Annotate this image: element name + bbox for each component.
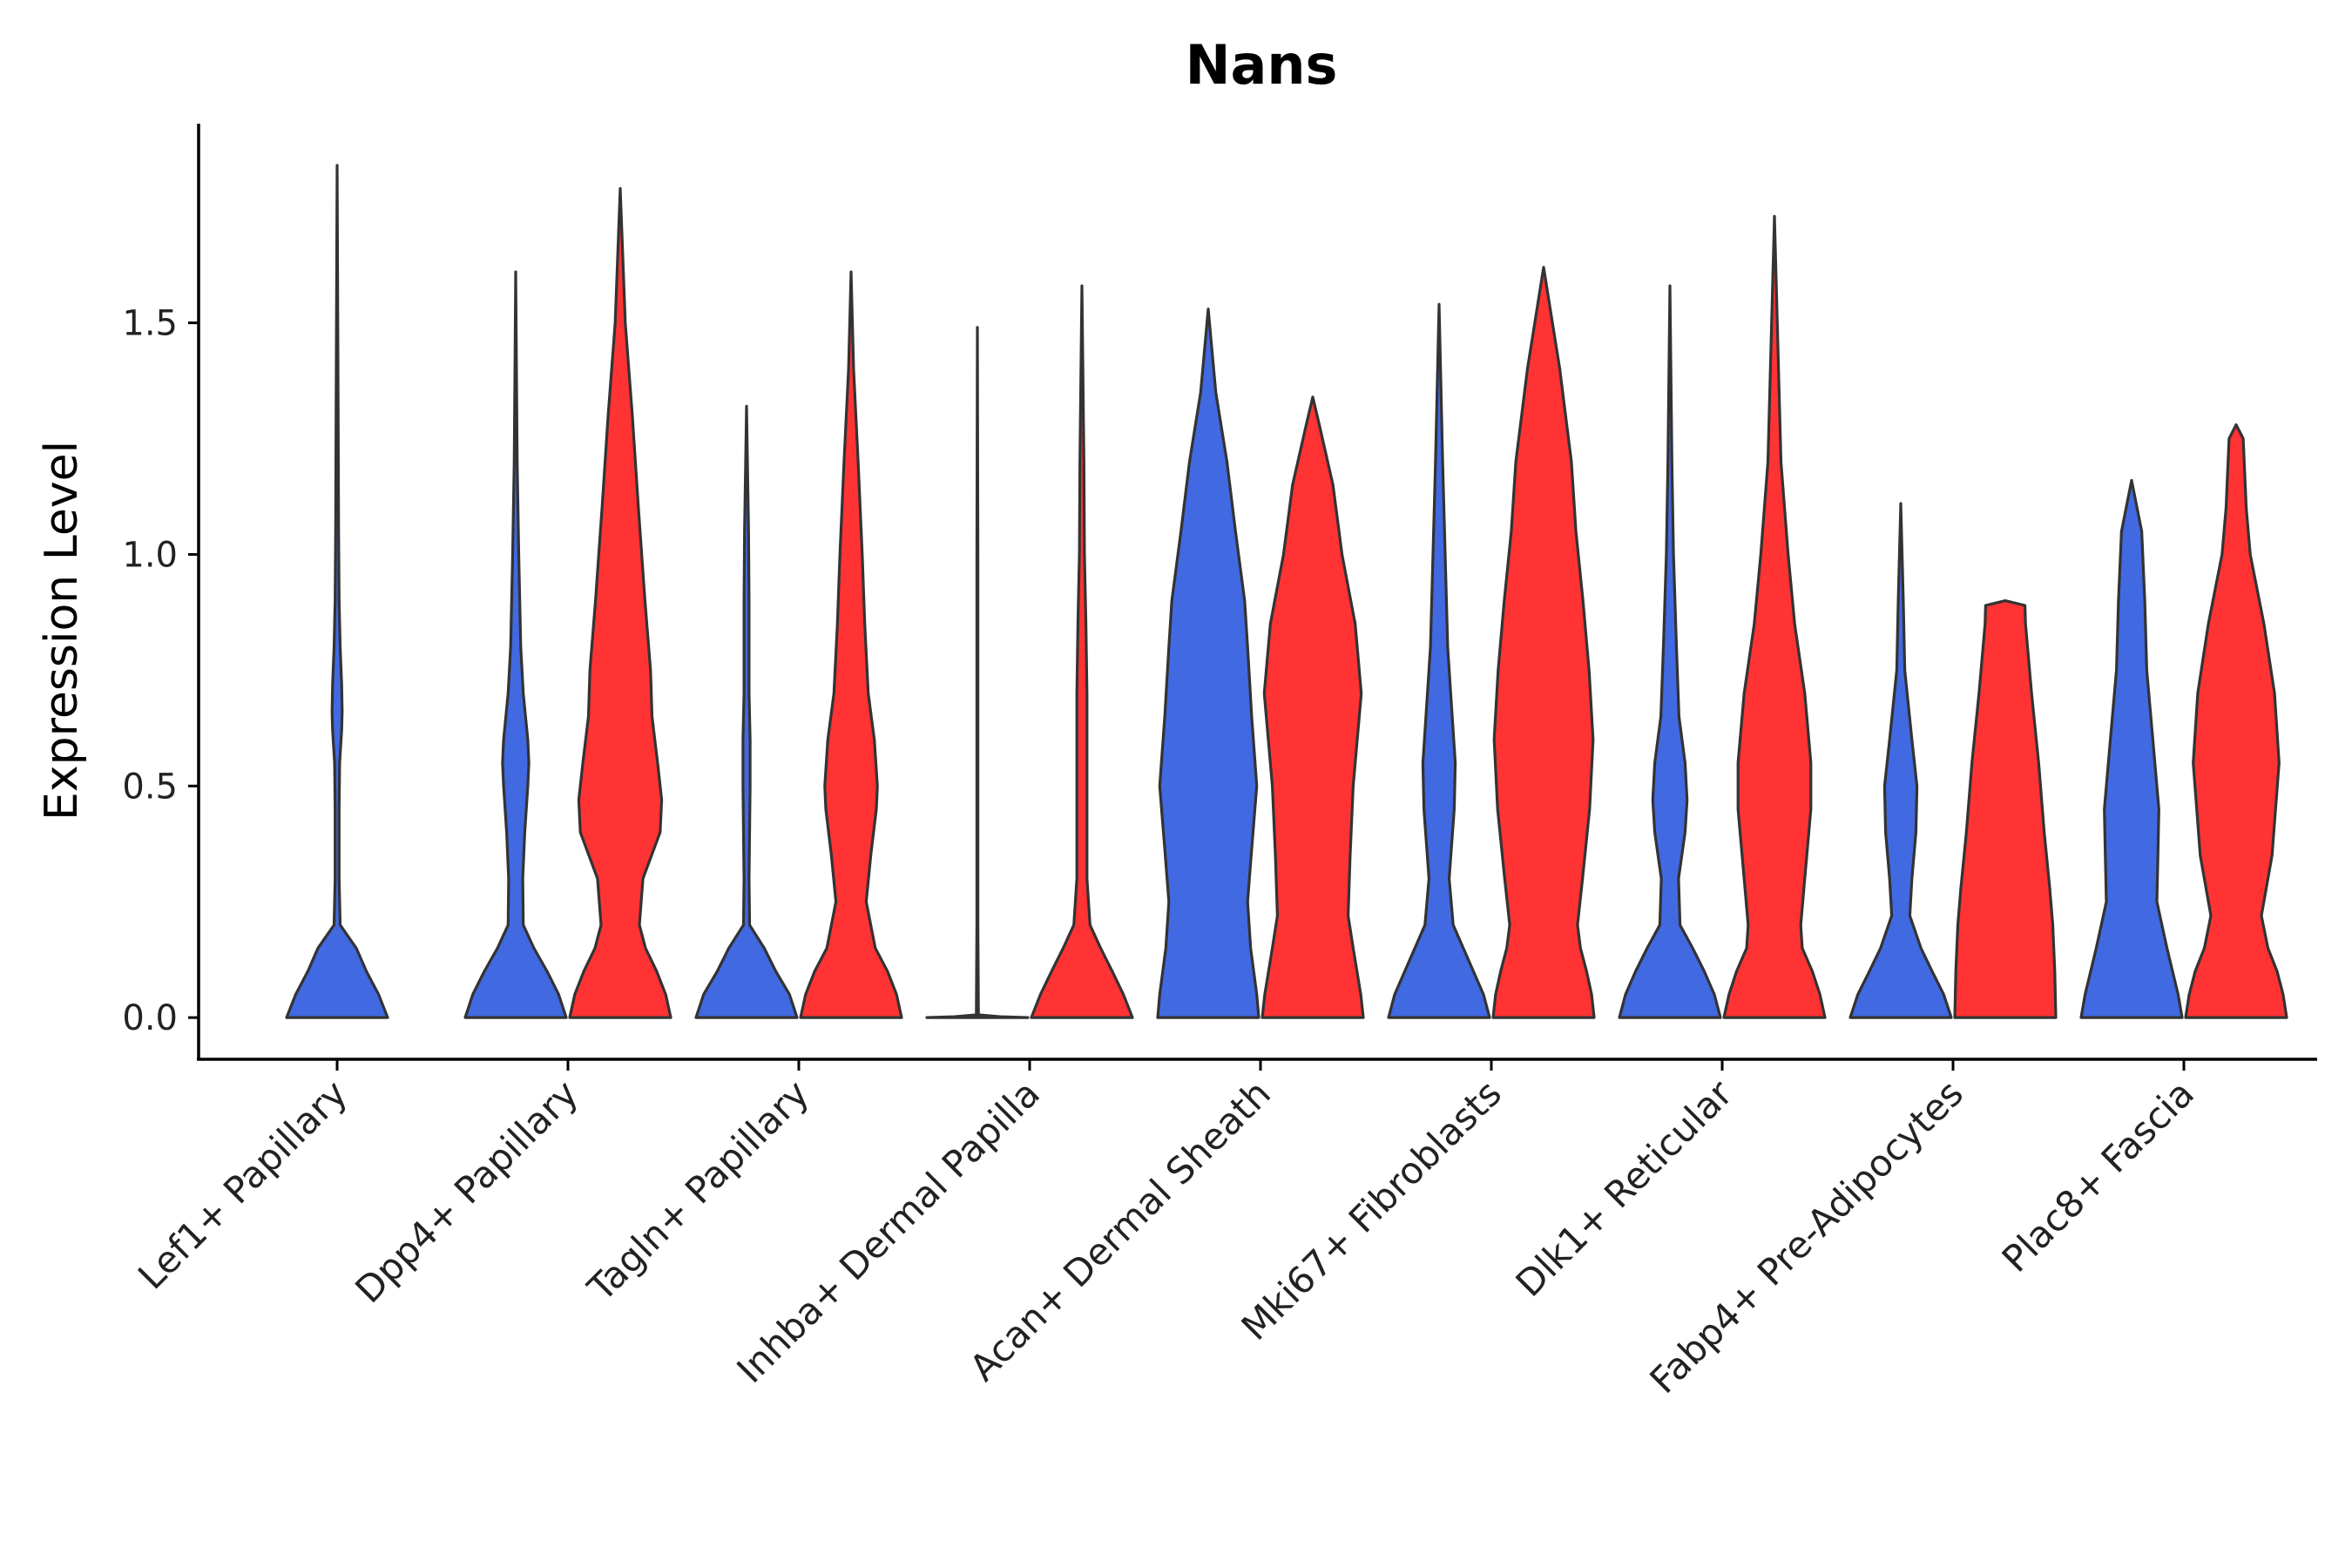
violin-tagln-papillary-1 (694, 404, 799, 1019)
y-tick-label: 0.5 (122, 767, 178, 807)
y-tick-label: 1.5 (122, 304, 178, 344)
violin-tagln-papillary-2 (799, 270, 903, 1019)
chart-title: Nans (1186, 33, 1338, 97)
violin-dlk1-reticular-2 (1722, 214, 1827, 1019)
violin-dlk1-reticular-1 (1618, 284, 1722, 1019)
violin-mki67-fibroblasts-2 (1491, 266, 1596, 1019)
violin-layer (285, 164, 2288, 1019)
violin-fabp4-pre-adipocytes-1 (1848, 502, 1953, 1019)
violin-fabp4-pre-adipocytes-2 (1953, 599, 2058, 1019)
violin-dpp4-papillary-2 (568, 186, 672, 1019)
violin-acan-dermal-sheath-2 (1260, 395, 1365, 1019)
violin-inhba-dermal-papilla-1 (925, 326, 1030, 1019)
violin-mki67-fibroblasts-1 (1387, 302, 1491, 1019)
violin-plac8-fascia-2 (2184, 423, 2288, 1019)
y-tick-label: 1.0 (122, 535, 178, 575)
violin-inhba-dermal-papilla-2 (1030, 284, 1134, 1019)
y-axis-title: Expression Level (36, 441, 88, 821)
y-ticks: 0.0 0.5 1.0 1.5 (122, 304, 199, 1038)
violin-dpp4-papillary-1 (463, 270, 568, 1019)
axes-layer (197, 124, 2317, 1061)
violin-plac8-fascia-1 (2079, 478, 2184, 1019)
violin-lef1-papillary-1 (285, 164, 389, 1019)
violin-acan-dermal-sheath-1 (1156, 308, 1260, 1019)
y-tick-label: 0.0 (122, 998, 178, 1038)
